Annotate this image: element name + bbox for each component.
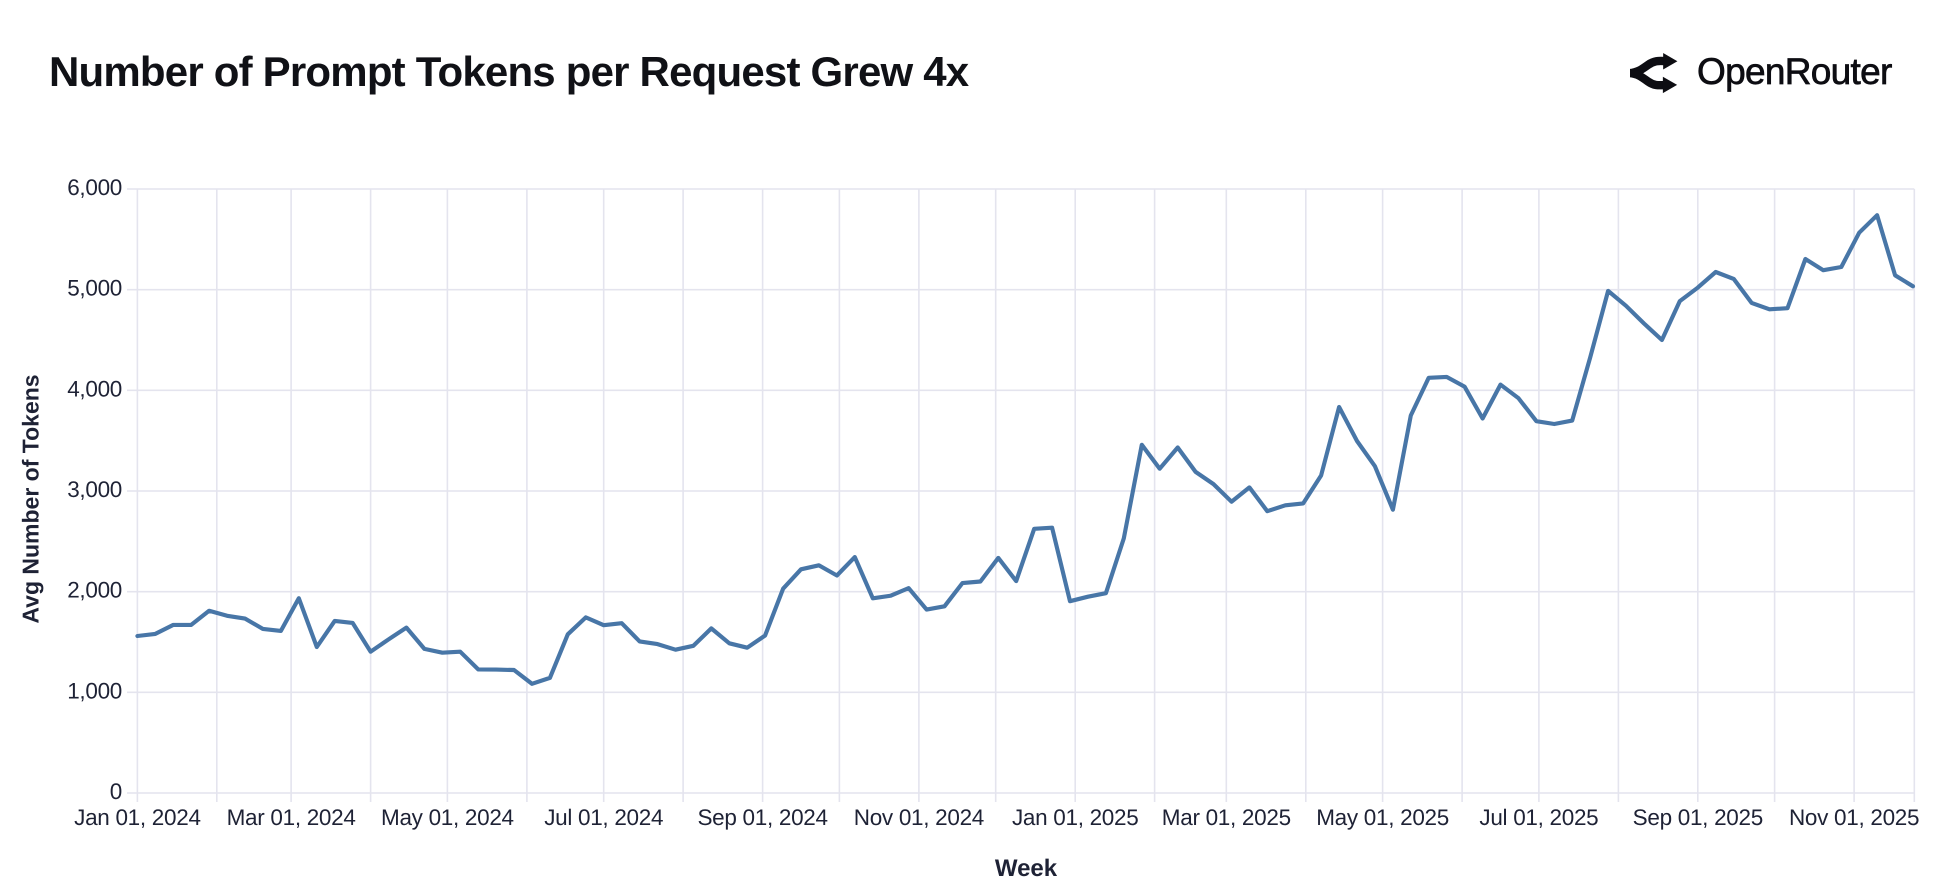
svg-text:Jul 01, 2025: Jul 01, 2025	[1479, 805, 1598, 830]
svg-text:Sep 01, 2025: Sep 01, 2025	[1633, 805, 1763, 830]
svg-text:Week: Week	[995, 855, 1058, 882]
svg-text:Mar 01, 2024: Mar 01, 2024	[227, 805, 356, 830]
svg-text:5,000: 5,000	[67, 276, 122, 301]
svg-text:Avg Number of Tokens: Avg Number of Tokens	[18, 374, 44, 623]
svg-text:Nov 01, 2024: Nov 01, 2024	[854, 805, 984, 830]
svg-text:Nov 01, 2025: Nov 01, 2025	[1789, 805, 1919, 830]
svg-text:2,000: 2,000	[67, 578, 122, 603]
svg-text:Sep 01, 2024: Sep 01, 2024	[697, 805, 827, 830]
svg-text:Jul 01, 2024: Jul 01, 2024	[544, 805, 663, 830]
svg-text:May 01, 2024: May 01, 2024	[381, 805, 514, 830]
svg-text:4,000: 4,000	[67, 376, 122, 401]
svg-text:1,000: 1,000	[67, 678, 122, 703]
svg-text:Jan 01, 2024: Jan 01, 2024	[74, 805, 201, 830]
svg-text:Mar 01, 2025: Mar 01, 2025	[1162, 805, 1291, 830]
svg-text:May 01, 2025: May 01, 2025	[1316, 805, 1449, 830]
svg-text:0: 0	[110, 779, 122, 804]
svg-text:3,000: 3,000	[67, 477, 122, 502]
svg-text:Jan 01, 2025: Jan 01, 2025	[1012, 805, 1139, 830]
svg-text:6,000: 6,000	[67, 175, 122, 200]
